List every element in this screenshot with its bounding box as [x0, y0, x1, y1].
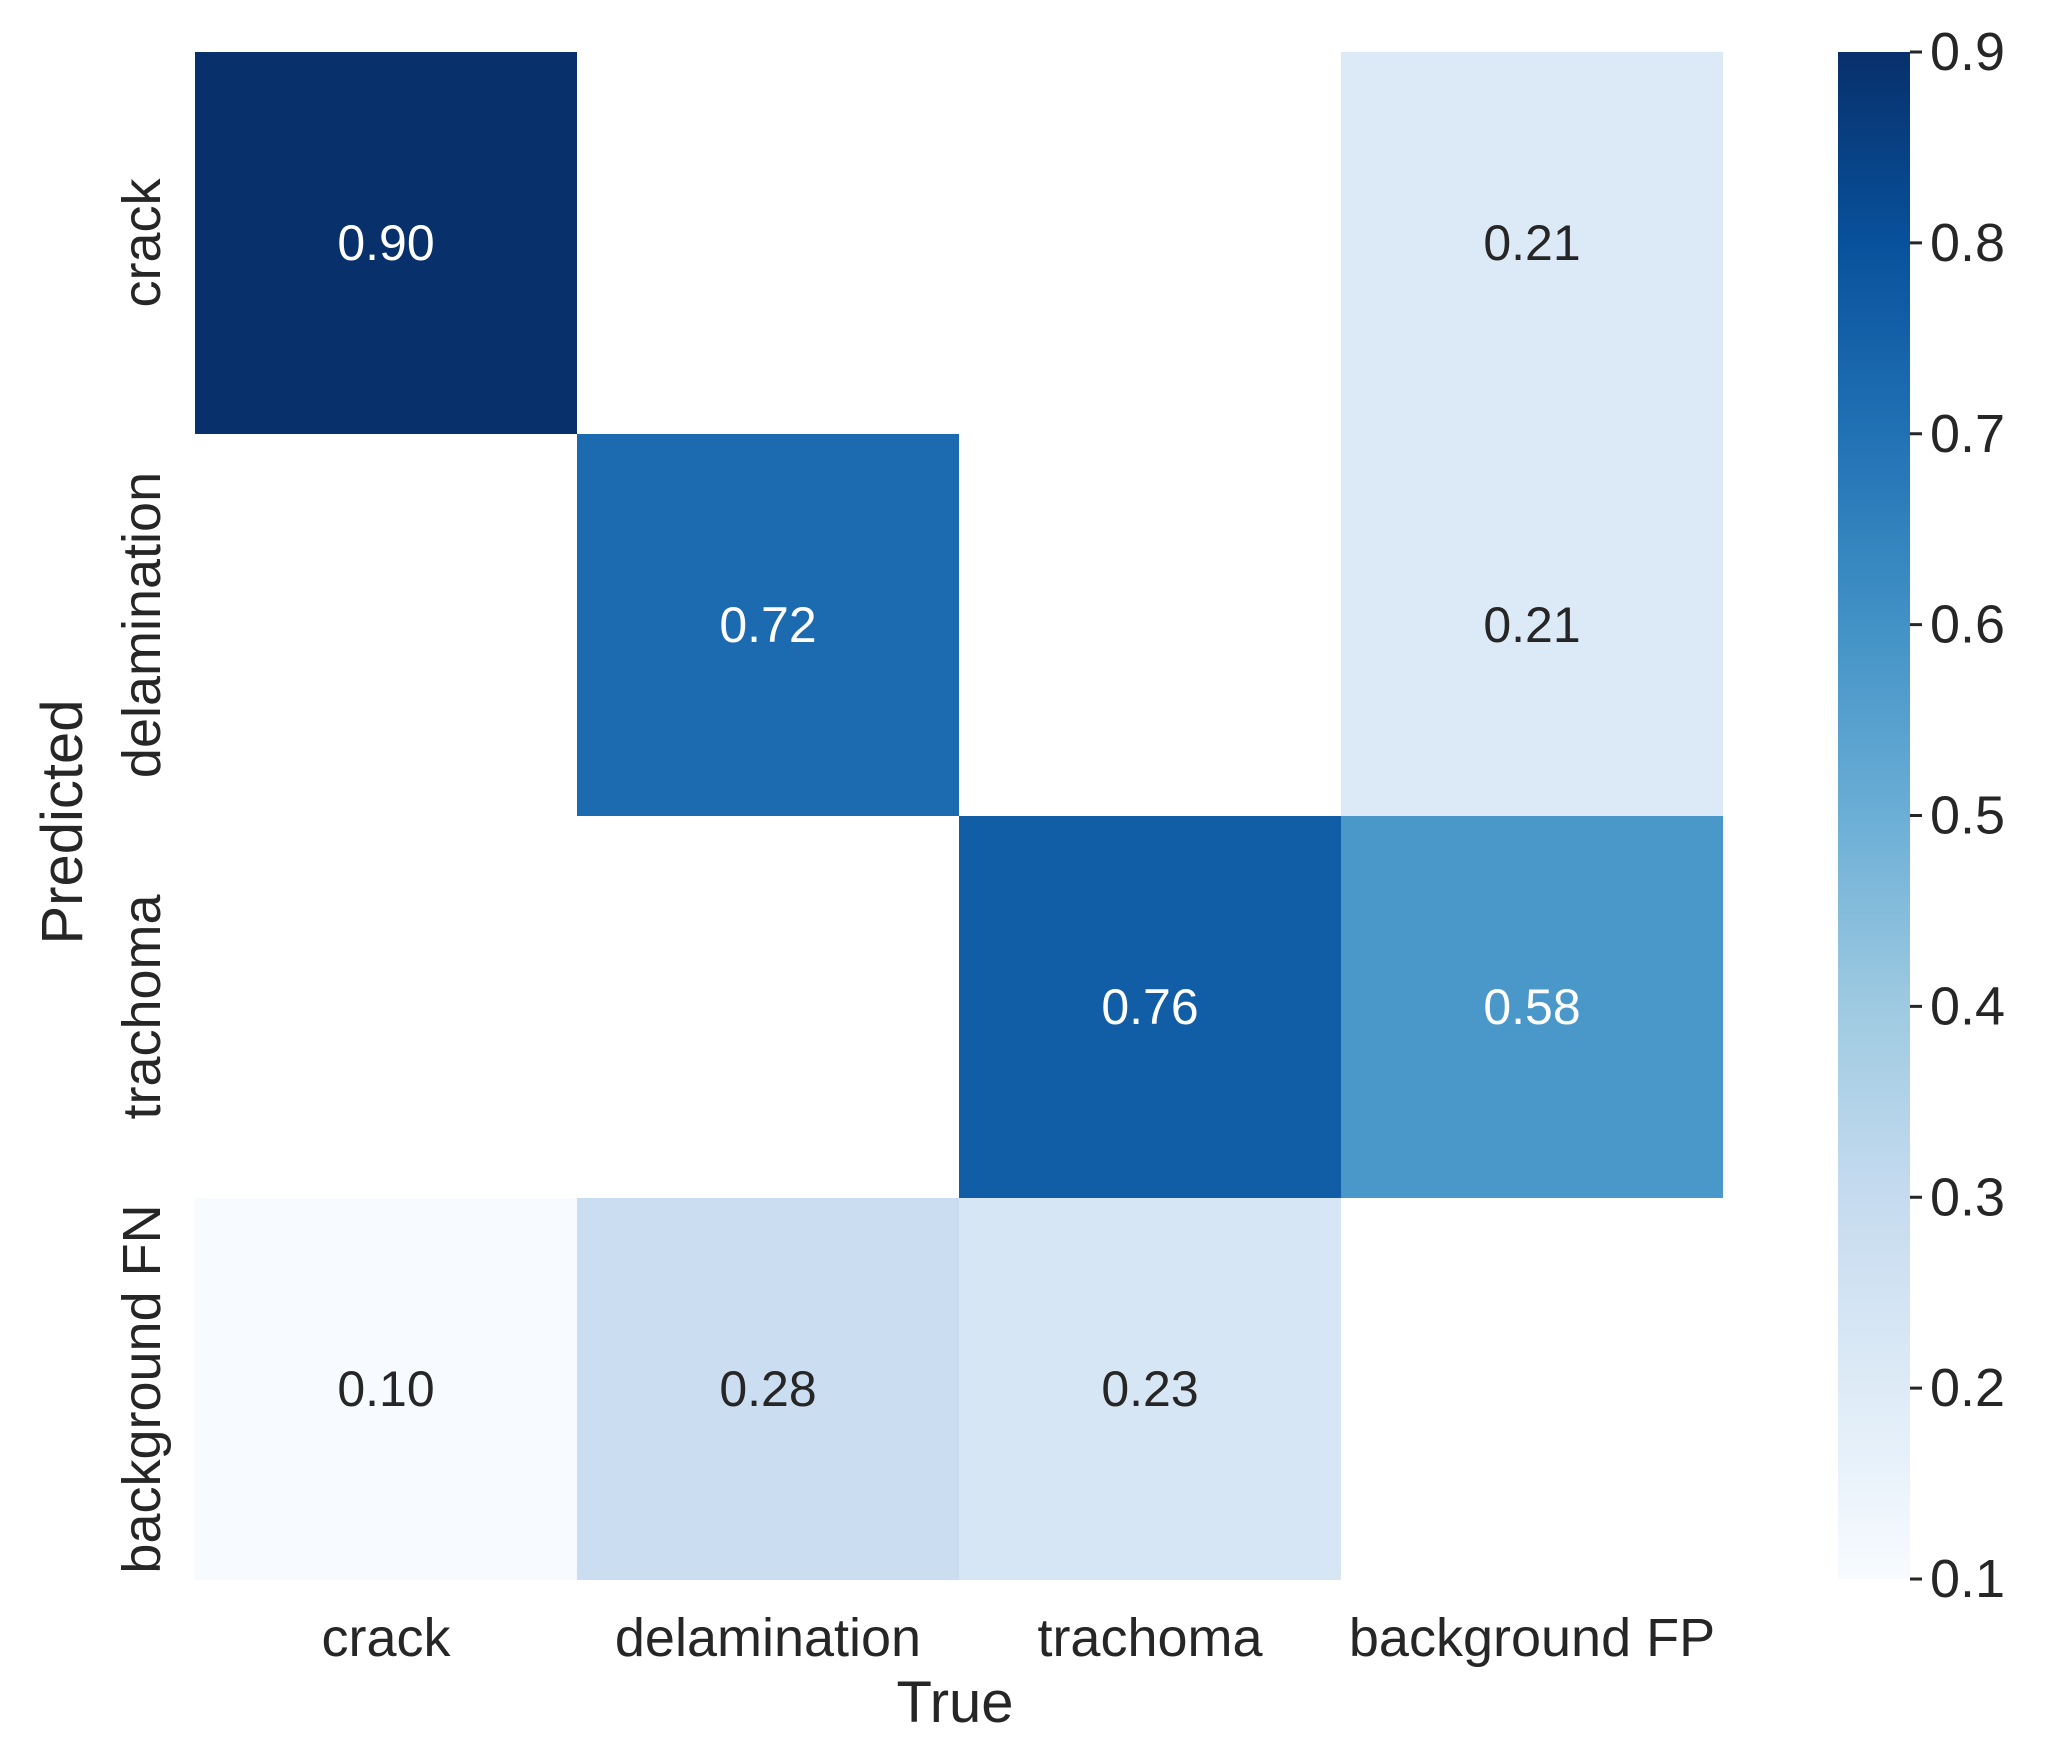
colorbar-tick-label: 0.8	[1930, 213, 2005, 273]
cell-value-r0-c3: 0.21	[1483, 215, 1580, 271]
heatmap-cell-r0-c3	[1341, 52, 1723, 434]
cell-value-r2-c3: 0.58	[1483, 979, 1580, 1035]
colorbar-tick-label: 0.5	[1930, 786, 2005, 846]
y-axis-tick-labels: crack delamination trachoma background FN	[112, 177, 172, 1573]
heatmap-cell-r2-c2	[959, 816, 1341, 1198]
cell-value-r3-c1: 0.28	[719, 1361, 816, 1417]
cell-value-r2-c2: 0.76	[1101, 979, 1198, 1035]
colorbar	[1838, 52, 1910, 1579]
heatmap-cell-r2-c3	[1341, 816, 1723, 1198]
x-tick-label: trachoma	[1037, 1608, 1263, 1668]
x-tick-label: background FP	[1349, 1608, 1715, 1668]
y-axis-title: Predicted	[30, 699, 95, 944]
y-tick-label: trachoma	[112, 893, 172, 1119]
heatmap-cell-r1-c3	[1341, 434, 1723, 816]
colorbar-tick-label: 0.9	[1930, 22, 2005, 82]
colorbar-tick-label: 0.6	[1930, 595, 2005, 655]
x-axis-tick-labels: crack delamination trachoma background FP	[321, 1608, 1715, 1668]
colorbar-tick-label: 0.7	[1930, 404, 2005, 464]
y-tick-label: delamination	[112, 472, 172, 778]
colorbar-tick-label: 0.3	[1930, 1167, 2005, 1227]
x-axis-title: True	[896, 1670, 1013, 1735]
heatmap-cell-r1-c1	[577, 434, 959, 816]
y-tick-label: crack	[112, 177, 172, 307]
heatmap-cell-labels: 0.90 0.21 0.72 0.21 0.76 0.58 0.10 0.28 0.23	[337, 215, 1580, 1417]
colorbar-tick-label: 0.4	[1930, 976, 2005, 1036]
y-tick-label: background FN	[112, 1204, 172, 1573]
cell-value-r3-c2: 0.23	[1101, 1361, 1198, 1417]
heatmap-cell-r3-c0	[195, 1198, 577, 1580]
cell-value-r1-c3: 0.21	[1483, 597, 1580, 653]
heatmap-cells	[195, 52, 1723, 1580]
colorbar-tick-label: 0.1	[1930, 1549, 2005, 1609]
heatmap-cell-r0-c0	[195, 52, 577, 434]
heatmap-cell-r3-c1	[577, 1198, 959, 1580]
cell-value-r3-c0: 0.10	[337, 1361, 434, 1417]
x-tick-label: crack	[321, 1608, 451, 1668]
heatmap-cell-r3-c2	[959, 1198, 1341, 1580]
colorbar-ticks: 0.1 0.2 0.3 0.4 0.5 0.6 0.7 0.8 0.9	[1910, 22, 2005, 1609]
colorbar-tick-label: 0.2	[1930, 1358, 2005, 1418]
cell-value-r1-c1: 0.72	[719, 597, 816, 653]
cell-value-r0-c0: 0.90	[337, 215, 434, 271]
x-tick-label: delamination	[615, 1608, 921, 1668]
